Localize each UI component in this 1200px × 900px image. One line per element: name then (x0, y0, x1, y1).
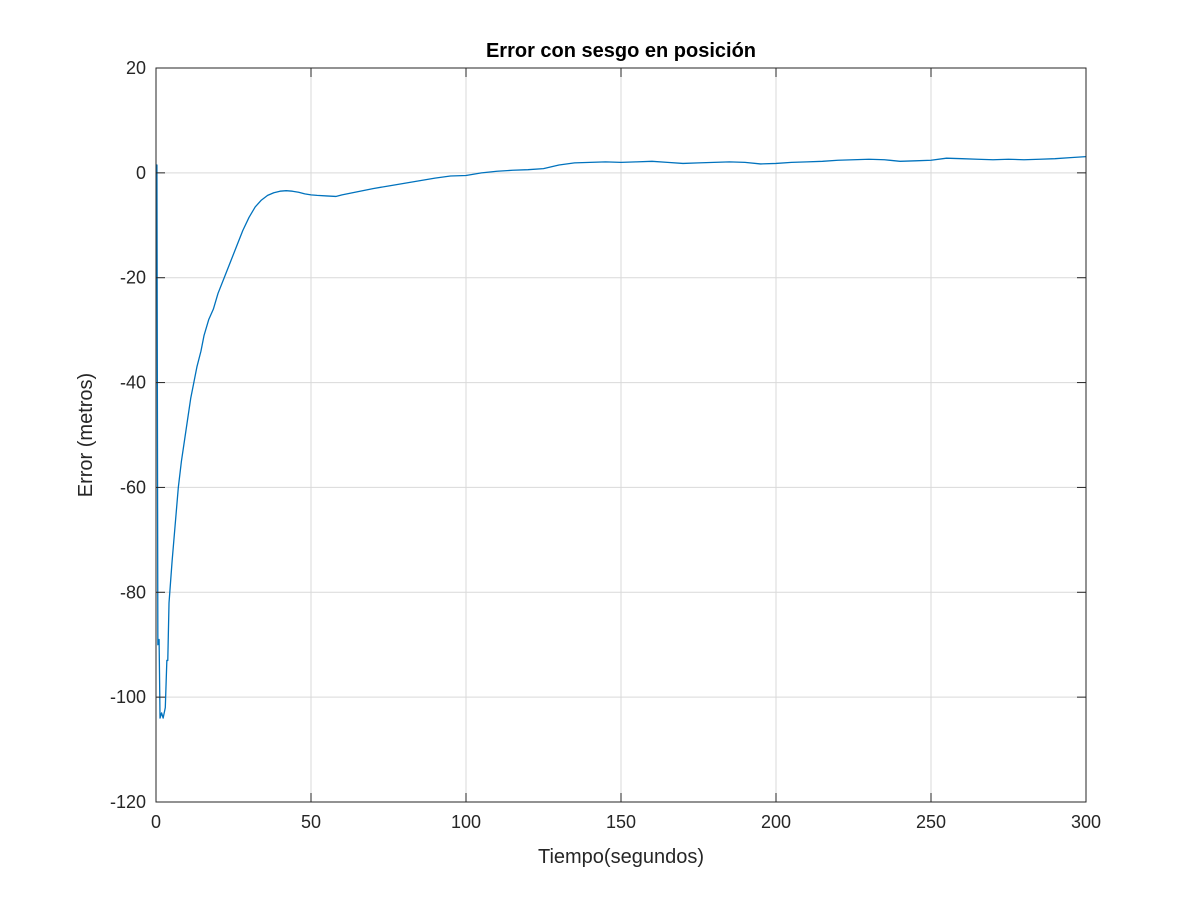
y-axis-label: Error (metros) (75, 373, 97, 497)
x-tick-label: 150 (606, 812, 636, 832)
series-group (156, 155, 1087, 719)
x-axis-label: Tiempo(segundos) (538, 846, 704, 868)
y-tick-label: -40 (120, 373, 146, 393)
x-tick-label: 100 (451, 812, 481, 832)
x-tick-label: 0 (151, 812, 161, 832)
chart-title: Error con sesgo en posición (486, 40, 756, 62)
y-tick-label: 20 (126, 58, 146, 78)
y-tick-label: 0 (136, 163, 146, 183)
tick-marks (155, 67, 1087, 803)
x-tick-label: 250 (916, 812, 946, 832)
x-tick-label: 50 (301, 812, 321, 832)
x-tick-label: 200 (761, 812, 791, 832)
tick-labels: 0 50 100 150 200 250 300200-20-40-60-80-100-12… (110, 58, 1101, 832)
y-tick-label: -100 (110, 687, 146, 707)
y-tick-label: -80 (120, 582, 146, 602)
grid-lines (156, 68, 1086, 802)
y-tick-label: -60 (120, 477, 146, 497)
y-tick-label: -20 (120, 268, 146, 288)
series-line-0 (156, 155, 1087, 719)
x-tick-label: 300 (1071, 812, 1101, 832)
y-tick-label: -120 (110, 792, 146, 812)
